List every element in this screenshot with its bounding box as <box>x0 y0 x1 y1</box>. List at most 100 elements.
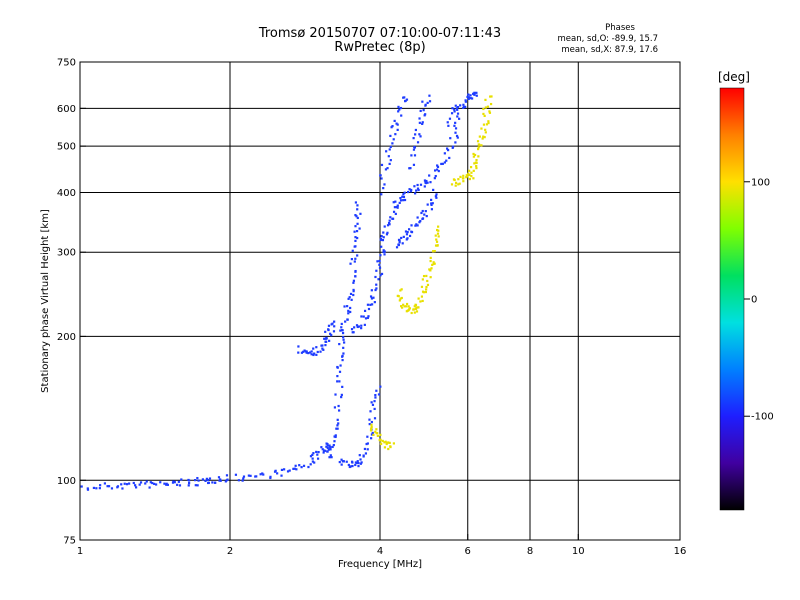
data-point <box>300 466 303 469</box>
data-point <box>450 183 454 186</box>
y-tick-label: 75 <box>63 536 76 547</box>
data-point <box>400 306 404 309</box>
data-point <box>319 350 322 353</box>
data-point <box>389 216 392 219</box>
data-point <box>138 483 141 486</box>
data-point <box>339 364 342 367</box>
data-point <box>421 122 424 126</box>
data-point <box>335 427 338 430</box>
data-point <box>446 147 449 150</box>
data-point <box>418 221 421 224</box>
data-point <box>340 395 343 399</box>
data-point <box>338 370 342 373</box>
data-point <box>456 115 459 118</box>
data-point <box>380 193 383 196</box>
data-point <box>374 396 377 399</box>
data-point <box>389 134 392 138</box>
data-point <box>399 289 402 292</box>
data-point <box>387 441 390 444</box>
data-point <box>315 353 318 356</box>
data-point <box>456 108 459 111</box>
data-point <box>276 472 279 475</box>
data-point <box>374 394 377 397</box>
data-point <box>417 306 420 309</box>
data-point <box>462 103 465 106</box>
data-point <box>302 350 305 353</box>
data-point <box>354 225 357 228</box>
data-point <box>237 479 240 482</box>
data-point <box>379 385 382 388</box>
data-point <box>305 350 308 353</box>
data-point <box>435 196 438 199</box>
data-point <box>159 481 162 484</box>
data-point <box>377 278 380 281</box>
data-point <box>430 198 433 201</box>
data-point <box>354 236 357 239</box>
data-point <box>326 446 329 450</box>
data-point <box>402 193 405 196</box>
data-point <box>435 238 438 241</box>
data-point <box>379 237 383 240</box>
data-point <box>128 482 131 485</box>
data-point <box>249 474 252 477</box>
data-point <box>342 336 345 339</box>
data-point <box>355 230 359 233</box>
data-point <box>342 346 345 349</box>
x-tick-label: 1 <box>77 546 83 557</box>
data-point <box>457 178 460 181</box>
data-point <box>340 463 343 466</box>
phase-stats-o: mean, sd,O: -89.9, 15.7 <box>557 34 658 44</box>
data-point <box>380 234 383 238</box>
data-point <box>206 478 210 482</box>
data-point <box>470 171 473 174</box>
data-point <box>347 463 350 467</box>
data-point <box>386 167 389 170</box>
data-point <box>362 315 365 318</box>
data-point <box>388 162 391 165</box>
data-point <box>431 202 434 205</box>
data-point <box>371 403 375 406</box>
data-point <box>350 298 353 301</box>
data-point <box>384 168 388 171</box>
data-point <box>418 121 421 124</box>
data-point <box>196 476 199 480</box>
data-point <box>408 167 411 170</box>
data-point <box>254 475 257 478</box>
data-point <box>387 447 390 451</box>
data-point <box>242 475 246 478</box>
data-point <box>312 452 315 455</box>
data-point <box>426 203 429 206</box>
data-point <box>354 275 357 278</box>
data-point <box>410 188 413 192</box>
data-point <box>375 287 378 290</box>
data-point <box>173 481 176 484</box>
data-point <box>356 254 359 257</box>
data-point <box>329 332 332 335</box>
data-point <box>425 288 428 291</box>
y-tick-label: 300 <box>57 248 76 259</box>
data-point <box>329 446 332 449</box>
data-point <box>402 195 406 199</box>
data-point <box>120 483 123 486</box>
data-point <box>397 238 401 241</box>
data-point <box>399 106 403 110</box>
data-point <box>454 104 457 107</box>
data-point <box>481 137 484 140</box>
data-point <box>419 183 423 186</box>
data-point <box>387 155 390 158</box>
data-point <box>385 150 388 153</box>
colorbar-tick-label: 0 <box>751 295 757 306</box>
data-point <box>380 163 384 167</box>
data-point <box>353 326 356 329</box>
data-point <box>375 428 378 431</box>
data-point <box>329 454 332 457</box>
data-point <box>177 480 180 483</box>
data-point <box>340 393 343 396</box>
data-point <box>468 169 471 172</box>
data-point <box>337 404 340 408</box>
data-point <box>437 229 440 232</box>
data-point <box>363 447 367 451</box>
data-point <box>417 297 420 300</box>
data-point <box>475 164 478 168</box>
